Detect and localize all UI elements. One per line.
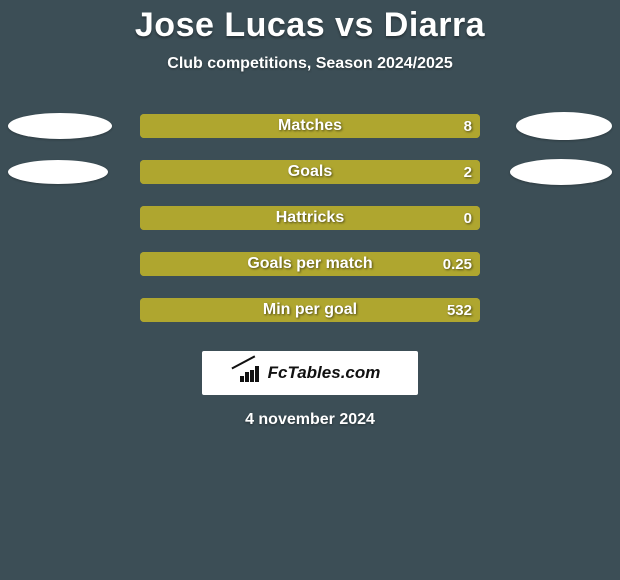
stat-label: Hattricks bbox=[140, 206, 480, 230]
stat-label: Matches bbox=[140, 114, 480, 138]
stat-right-value: 2 bbox=[464, 160, 472, 184]
stat-right-value: 0 bbox=[464, 206, 472, 230]
infographic-canvas: Jose Lucas vs Diarra Club competitions, … bbox=[0, 0, 620, 580]
stats-container: Matches 8 Goals 2 Hattricks 0 bbox=[0, 103, 620, 333]
site-logo[interactable]: FcTables.com bbox=[202, 351, 418, 395]
stat-bar: Min per goal 532 bbox=[140, 298, 480, 322]
stat-label: Goals bbox=[140, 160, 480, 184]
date-label: 4 november 2024 bbox=[0, 411, 620, 429]
stat-row: Min per goal 532 bbox=[0, 287, 620, 333]
stat-right-value: 532 bbox=[447, 298, 472, 322]
stat-bar: Goals per match 0.25 bbox=[140, 252, 480, 276]
stat-bar: Hattricks 0 bbox=[140, 206, 480, 230]
player-right-avatar bbox=[510, 159, 612, 185]
stat-row: Goals 2 bbox=[0, 149, 620, 195]
page-title: Jose Lucas vs Diarra bbox=[0, 0, 620, 45]
stat-row: Goals per match 0.25 bbox=[0, 241, 620, 287]
subtitle: Club competitions, Season 2024/2025 bbox=[0, 55, 620, 73]
stat-row: Matches 8 bbox=[0, 103, 620, 149]
stat-right-value: 8 bbox=[464, 114, 472, 138]
stat-label: Goals per match bbox=[140, 252, 480, 276]
player-left-avatar bbox=[8, 160, 108, 184]
stat-bar: Goals 2 bbox=[140, 160, 480, 184]
stat-label: Min per goal bbox=[140, 298, 480, 322]
chart-icon bbox=[240, 364, 262, 382]
stat-bar: Matches 8 bbox=[140, 114, 480, 138]
site-logo-text: FcTables.com bbox=[268, 363, 381, 383]
stat-row: Hattricks 0 bbox=[0, 195, 620, 241]
stat-right-value: 0.25 bbox=[443, 252, 472, 276]
player-right-avatar bbox=[516, 112, 612, 140]
player-left-avatar bbox=[8, 113, 112, 139]
